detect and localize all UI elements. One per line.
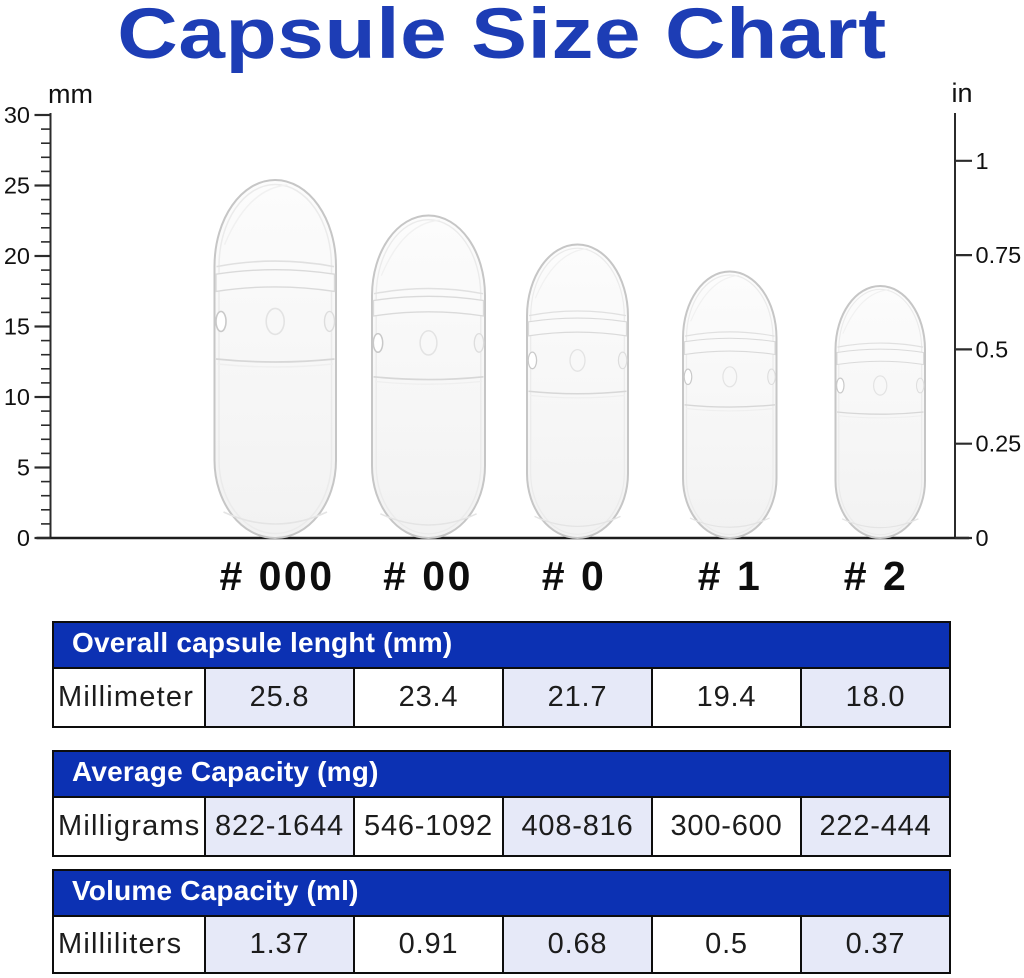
svg-text:25: 25 [4, 173, 30, 199]
svg-text:20: 20 [4, 243, 30, 269]
svg-text:5: 5 [17, 455, 30, 481]
svg-text:0: 0 [17, 525, 30, 551]
svg-text:0.25: 0.25 [976, 431, 1022, 457]
svg-text:mm: mm [48, 79, 93, 109]
svg-text:1: 1 [976, 148, 989, 174]
svg-text:in: in [952, 78, 973, 108]
svg-text:0.5: 0.5 [976, 336, 1009, 362]
svg-text:0.75: 0.75 [976, 242, 1022, 268]
svg-text:10: 10 [4, 384, 30, 410]
svg-text:15: 15 [4, 314, 30, 340]
svg-text:0: 0 [976, 525, 989, 551]
svg-text:30: 30 [4, 102, 30, 128]
